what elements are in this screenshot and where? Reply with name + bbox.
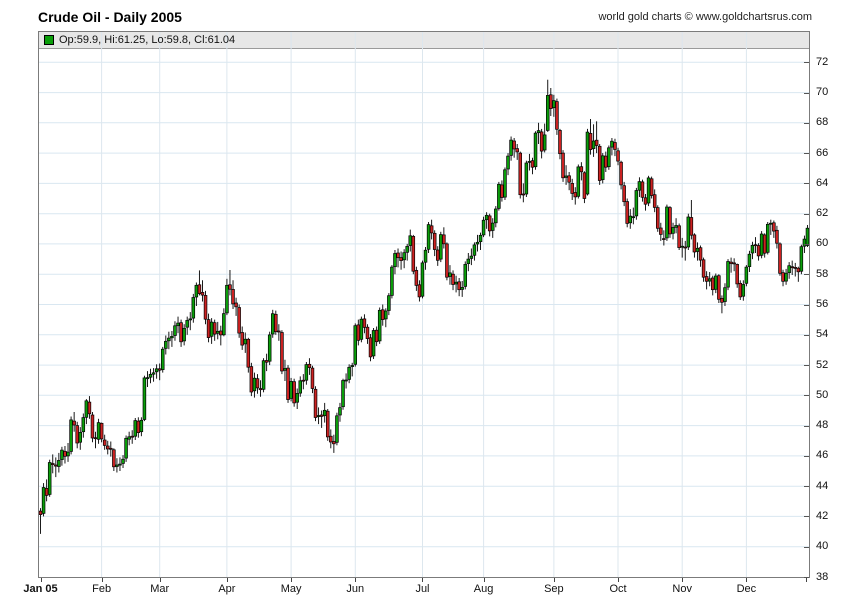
copyright-text: world gold charts © www.goldchartsrus.co… <box>598 11 812 23</box>
candlestick-svg <box>39 32 809 577</box>
x-tick-mark <box>682 578 684 582</box>
y-tick-mark <box>804 577 809 578</box>
y-tick-mark <box>804 546 809 548</box>
y-tick-label: 52 <box>816 358 829 371</box>
y-tick-label: 68 <box>816 116 829 129</box>
x-tick-mark <box>159 578 161 582</box>
x-tick-label: Oct <box>609 583 627 595</box>
y-tick-mark <box>804 516 809 518</box>
y-tick-label: 46 <box>816 449 829 462</box>
x-tick-mark <box>618 578 620 582</box>
y-tick-mark <box>804 183 809 185</box>
y-tick-label: 44 <box>816 479 829 492</box>
y-tick-label: 54 <box>816 328 829 341</box>
y-tick-label: 66 <box>816 146 829 159</box>
y-tick-mark <box>804 365 809 367</box>
x-tick-mark <box>806 578 808 582</box>
legend-swatch-icon <box>44 35 54 45</box>
x-tick-mark <box>226 578 228 582</box>
y-tick-label: 40 <box>816 540 829 553</box>
y-tick-mark <box>804 455 809 457</box>
x-tick-label: Dec <box>736 583 757 595</box>
y-tick-label: 60 <box>816 237 829 250</box>
y-tick-mark <box>804 122 809 124</box>
y-tick-mark <box>804 334 809 336</box>
x-tick-mark <box>746 578 748 582</box>
legend-bar <box>39 32 809 49</box>
x-tick-mark <box>40 578 42 582</box>
x-tick-mark <box>355 578 357 582</box>
y-tick-mark <box>804 243 809 245</box>
y-tick-label: 56 <box>816 298 829 310</box>
chart-plot-area: Op:59.9, Hi:61.25, Lo:59.8, Cl:61.04 <box>38 31 810 578</box>
y-tick-label: 72 <box>816 55 829 68</box>
x-tick-mark <box>422 578 424 582</box>
legend-ohlc-label: Op:59.9, Hi:61.25, Lo:59.8, Cl:61.04 <box>59 34 236 46</box>
y-tick-mark <box>804 274 809 276</box>
y-tick-label: 38 <box>816 570 829 583</box>
y-tick-label: 70 <box>816 86 829 99</box>
x-tick-label: Mar <box>150 583 170 595</box>
y-tick-mark <box>804 62 809 64</box>
y-tick-mark <box>804 425 809 427</box>
x-tick-mark <box>553 578 555 582</box>
y-tick-mark <box>804 304 809 306</box>
x-tick-label: Jan 05 <box>23 583 58 595</box>
y-tick-label: 62 <box>816 207 829 220</box>
y-tick-label: 58 <box>816 267 829 280</box>
x-tick-label: Apr <box>218 583 236 595</box>
x-tick-mark <box>101 578 103 582</box>
x-tick-mark <box>291 578 293 582</box>
x-tick-label: Jun <box>346 583 365 595</box>
x-tick-label: Nov <box>672 583 692 595</box>
y-tick-mark <box>804 486 809 488</box>
y-tick-label: 42 <box>816 509 829 522</box>
y-tick-mark <box>804 153 809 155</box>
x-tick-label: Aug <box>473 583 494 595</box>
y-tick-mark <box>804 92 809 94</box>
x-tick-label: Feb <box>92 583 112 595</box>
y-tick-label: 64 <box>816 176 829 189</box>
x-tick-label: May <box>280 583 302 595</box>
legend-content: Op:59.9, Hi:61.25, Lo:59.8, Cl:61.04 <box>44 33 235 47</box>
y-tick-label: 48 <box>816 419 829 432</box>
x-tick-label: Sep <box>544 583 564 595</box>
y-tick-label: 50 <box>816 388 829 401</box>
x-tick-mark <box>483 578 485 582</box>
y-tick-mark <box>804 395 809 397</box>
x-tick-label: Jul <box>415 583 430 595</box>
page-title: Crude Oil - Daily 2005 <box>38 9 182 25</box>
y-tick-mark <box>804 213 809 215</box>
